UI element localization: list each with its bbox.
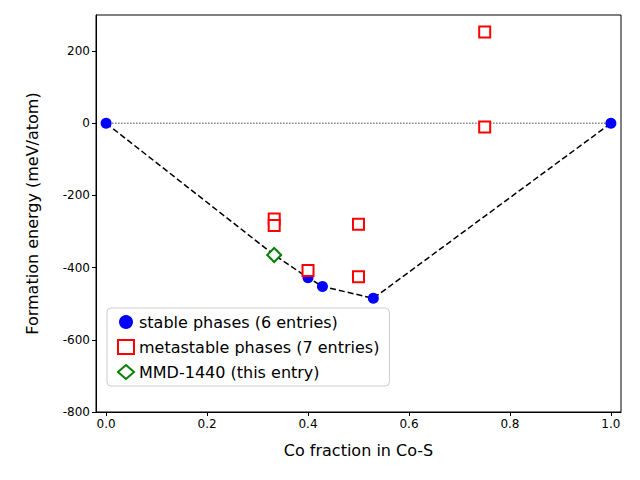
svg-text:-200: -200: [63, 188, 90, 202]
svg-text:MMD-1440 (this entry): MMD-1440 (this entry): [139, 363, 320, 382]
svg-text:0.8: 0.8: [500, 417, 519, 431]
svg-text:200: 200: [67, 44, 90, 58]
svg-text:1.0: 1.0: [601, 417, 620, 431]
svg-text:0.2: 0.2: [198, 417, 217, 431]
svg-text:Formation energy (meV/atom): Formation energy (meV/atom): [23, 92, 42, 334]
svg-text:0.4: 0.4: [298, 417, 317, 431]
svg-text:-600: -600: [63, 333, 90, 347]
svg-text:stable phases (6 entries): stable phases (6 entries): [139, 313, 338, 332]
svg-text:-800: -800: [63, 405, 90, 419]
svg-text:Co fraction in Co-S: Co fraction in Co-S: [284, 441, 433, 460]
svg-text:0.0: 0.0: [97, 417, 116, 431]
svg-text:metastable phases (7 entries): metastable phases (7 entries): [139, 338, 379, 357]
svg-text:-400: -400: [63, 261, 90, 275]
svg-text:0: 0: [82, 116, 90, 130]
svg-text:0.6: 0.6: [399, 417, 418, 431]
